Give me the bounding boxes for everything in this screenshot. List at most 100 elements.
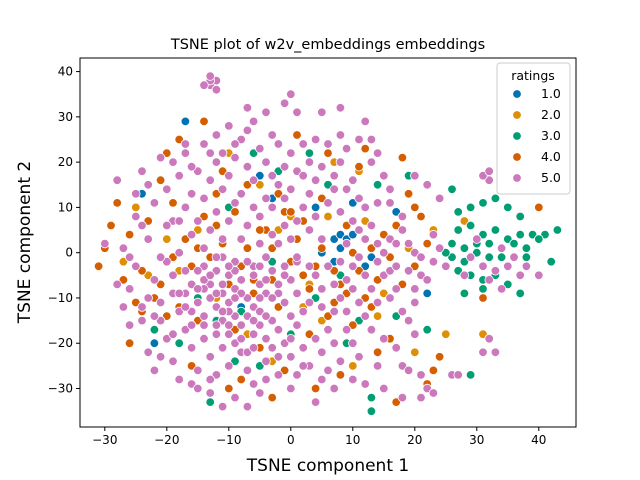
point-rating-5-0 <box>174 247 184 258</box>
point-rating-5-0 <box>348 175 358 185</box>
point-rating-3-0 <box>490 193 501 204</box>
point-rating-2-0 <box>379 288 389 299</box>
point-rating-5-0 <box>205 352 215 362</box>
point-rating-4-0 <box>317 243 327 253</box>
x-tick-label: 40 <box>531 433 546 447</box>
point-rating-5-0 <box>490 347 501 358</box>
point-rating-5-0 <box>329 383 339 394</box>
point-rating-5-0 <box>230 152 240 163</box>
point-rating-5-0 <box>236 320 246 330</box>
point-rating-5-0 <box>391 238 401 249</box>
point-rating-5-0 <box>211 370 222 380</box>
point-rating-5-0 <box>155 152 166 163</box>
point-rating-5-0 <box>304 225 315 235</box>
point-rating-4-0 <box>348 320 358 330</box>
point-rating-5-0 <box>329 279 339 290</box>
point-rating-5-0 <box>478 347 488 358</box>
point-rating-5-0 <box>248 116 259 127</box>
point-rating-5-0 <box>100 238 110 249</box>
point-rating-5-0 <box>180 139 191 149</box>
point-rating-2-0 <box>441 329 451 339</box>
point-rating-3-0 <box>453 225 463 235</box>
point-rating-5-0 <box>242 293 253 303</box>
point-rating-5-0 <box>143 293 153 303</box>
point-rating-5-0 <box>360 311 370 321</box>
point-rating-5-0 <box>323 261 333 272</box>
point-rating-2-0 <box>348 361 358 371</box>
point-rating-5-0 <box>341 238 352 249</box>
point-rating-5-0 <box>248 175 259 185</box>
point-rating-3-0 <box>534 234 544 244</box>
point-rating-5-0 <box>279 220 290 231</box>
point-rating-5-0 <box>397 211 408 222</box>
point-rating-5-0 <box>267 229 277 240</box>
point-rating-5-0 <box>149 365 160 376</box>
point-rating-5-0 <box>131 261 141 272</box>
point-rating-5-0 <box>410 329 420 339</box>
point-rating-5-0 <box>341 325 352 335</box>
point-rating-5-0 <box>193 284 203 294</box>
point-rating-1-0 <box>335 243 346 253</box>
point-rating-5-0 <box>292 370 302 380</box>
point-rating-5-0 <box>534 270 544 281</box>
point-rating-4-0 <box>242 180 253 190</box>
point-rating-3-0 <box>372 180 383 190</box>
point-rating-5-0 <box>317 347 327 358</box>
point-rating-4-0 <box>267 392 277 403</box>
point-rating-5-0 <box>279 98 290 109</box>
point-rating-5-0 <box>391 261 401 272</box>
x-axis-label: TSNE component 1 <box>246 456 409 476</box>
chart-title: TSNE plot of w2v_embeddings embeddings <box>170 37 485 53</box>
point-rating-5-0 <box>273 288 284 299</box>
point-rating-4-0 <box>397 152 408 163</box>
point-rating-5-0 <box>242 103 253 113</box>
point-rating-5-0 <box>168 329 178 339</box>
point-rating-5-0 <box>410 297 420 308</box>
point-rating-4-0 <box>372 275 383 285</box>
point-rating-5-0 <box>360 379 370 389</box>
legend-label: 4.0 <box>541 149 561 164</box>
point-rating-5-0 <box>348 284 358 294</box>
point-rating-5-0 <box>434 243 445 253</box>
point-rating-5-0 <box>391 343 401 353</box>
point-rating-5-0 <box>261 107 271 118</box>
point-rating-3-0 <box>484 252 494 262</box>
point-rating-5-0 <box>286 184 296 195</box>
point-rating-5-0 <box>503 261 513 272</box>
point-rating-5-0 <box>403 365 414 376</box>
point-rating-5-0 <box>242 125 253 136</box>
point-rating-5-0 <box>267 293 277 303</box>
point-rating-5-0 <box>335 293 346 303</box>
point-rating-4-0 <box>242 243 253 253</box>
point-rating-5-0 <box>236 234 246 244</box>
point-rating-3-0 <box>515 288 525 299</box>
point-rating-3-0 <box>205 397 215 407</box>
point-rating-5-0 <box>273 180 284 190</box>
point-rating-5-0 <box>131 211 141 222</box>
point-rating-3-0 <box>422 325 432 335</box>
point-rating-5-0 <box>372 257 383 267</box>
point-rating-5-0 <box>379 247 389 258</box>
point-rating-4-0 <box>310 383 321 394</box>
point-rating-5-0 <box>205 388 215 398</box>
point-rating-4-0 <box>478 293 488 303</box>
point-rating-5-0 <box>273 325 284 335</box>
point-rating-5-0 <box>236 275 246 285</box>
point-rating-5-0 <box>124 320 135 330</box>
point-rating-5-0 <box>416 270 426 281</box>
point-rating-5-0 <box>329 338 339 348</box>
point-rating-5-0 <box>335 207 346 217</box>
point-rating-5-0 <box>174 216 184 226</box>
point-rating-5-0 <box>317 284 327 294</box>
point-rating-5-0 <box>261 311 271 321</box>
point-rating-5-0 <box>248 343 259 353</box>
point-rating-5-0 <box>385 198 395 208</box>
y-axis-ticks: −30 −20 −10 0 10 20 30 40 <box>48 65 80 396</box>
point-rating-5-0 <box>279 261 290 272</box>
point-rating-5-0 <box>211 157 222 167</box>
point-rating-5-0 <box>242 401 253 412</box>
point-rating-5-0 <box>131 189 141 199</box>
point-rating-3-0 <box>366 392 377 403</box>
point-rating-5-0 <box>323 325 333 335</box>
